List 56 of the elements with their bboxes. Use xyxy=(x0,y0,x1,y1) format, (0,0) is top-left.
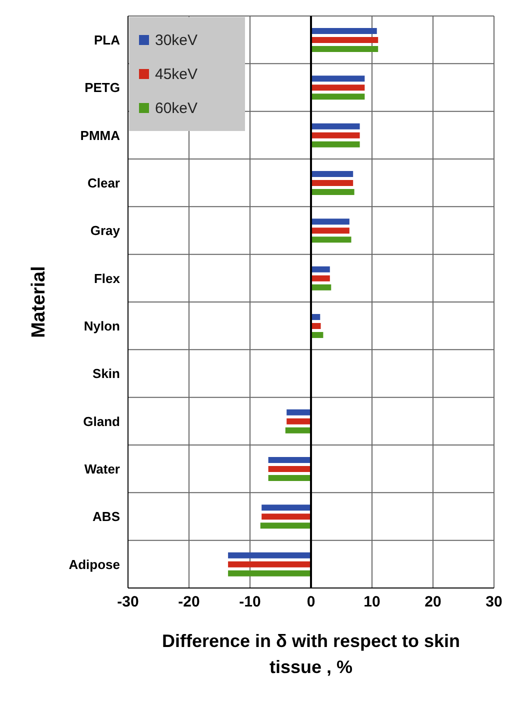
bar xyxy=(262,514,311,520)
bar xyxy=(311,323,321,329)
bar xyxy=(228,561,311,568)
y-tick-label: PMMA xyxy=(80,128,121,143)
bar xyxy=(228,570,311,576)
bar xyxy=(311,84,365,91)
y-tick-label: ABS xyxy=(92,509,120,524)
y-axis-title: Material xyxy=(28,266,50,338)
bar xyxy=(268,457,311,463)
bar xyxy=(311,94,365,100)
x-tick-label: -30 xyxy=(117,594,139,611)
bar xyxy=(311,332,324,338)
legend-label: 60keV xyxy=(155,100,198,116)
x-tick-label: 30 xyxy=(486,594,502,611)
bar xyxy=(311,76,365,82)
bar xyxy=(311,228,350,234)
bar xyxy=(311,236,352,243)
bar xyxy=(311,123,360,130)
bar xyxy=(260,522,311,529)
bar xyxy=(228,552,311,558)
y-tick-label: Nylon xyxy=(84,318,120,334)
bar xyxy=(262,504,311,511)
bar xyxy=(286,418,311,424)
bar xyxy=(311,141,360,148)
bar xyxy=(311,28,377,34)
bar xyxy=(311,218,350,225)
bar xyxy=(311,132,360,138)
y-tick-label: Gland xyxy=(83,414,120,429)
bar xyxy=(268,475,311,481)
y-tick-label: Clear xyxy=(87,175,120,190)
bar xyxy=(311,266,330,272)
x-tick-label: -10 xyxy=(239,594,261,611)
x-tick-label: -20 xyxy=(178,594,200,611)
y-tick-label: Water xyxy=(84,461,120,476)
bar xyxy=(311,189,354,195)
bar xyxy=(285,427,311,434)
x-tick-label: 10 xyxy=(364,594,380,611)
bar xyxy=(311,180,354,186)
x-tick-label: 20 xyxy=(424,594,442,611)
x-axis-title: Difference in δ with respect to skin tissue , % xyxy=(161,630,461,679)
bar xyxy=(311,171,354,177)
y-tick-label: PLA xyxy=(94,32,121,48)
bar xyxy=(311,275,330,282)
y-tick-label: PETG xyxy=(84,80,120,96)
bar xyxy=(311,37,378,43)
y-tick-label: Adipose xyxy=(68,556,120,572)
y-tick-label: Flex xyxy=(94,270,121,286)
bar xyxy=(268,466,311,472)
x-tick-label: 0 xyxy=(306,594,316,611)
bar xyxy=(311,284,332,290)
bar xyxy=(286,409,311,416)
y-tick-label: Skin xyxy=(92,366,120,382)
y-tick-label: Gray xyxy=(90,223,121,238)
legend-label: 30keV xyxy=(155,32,198,48)
legend-label: 45keV xyxy=(155,66,198,82)
bar xyxy=(311,46,378,52)
